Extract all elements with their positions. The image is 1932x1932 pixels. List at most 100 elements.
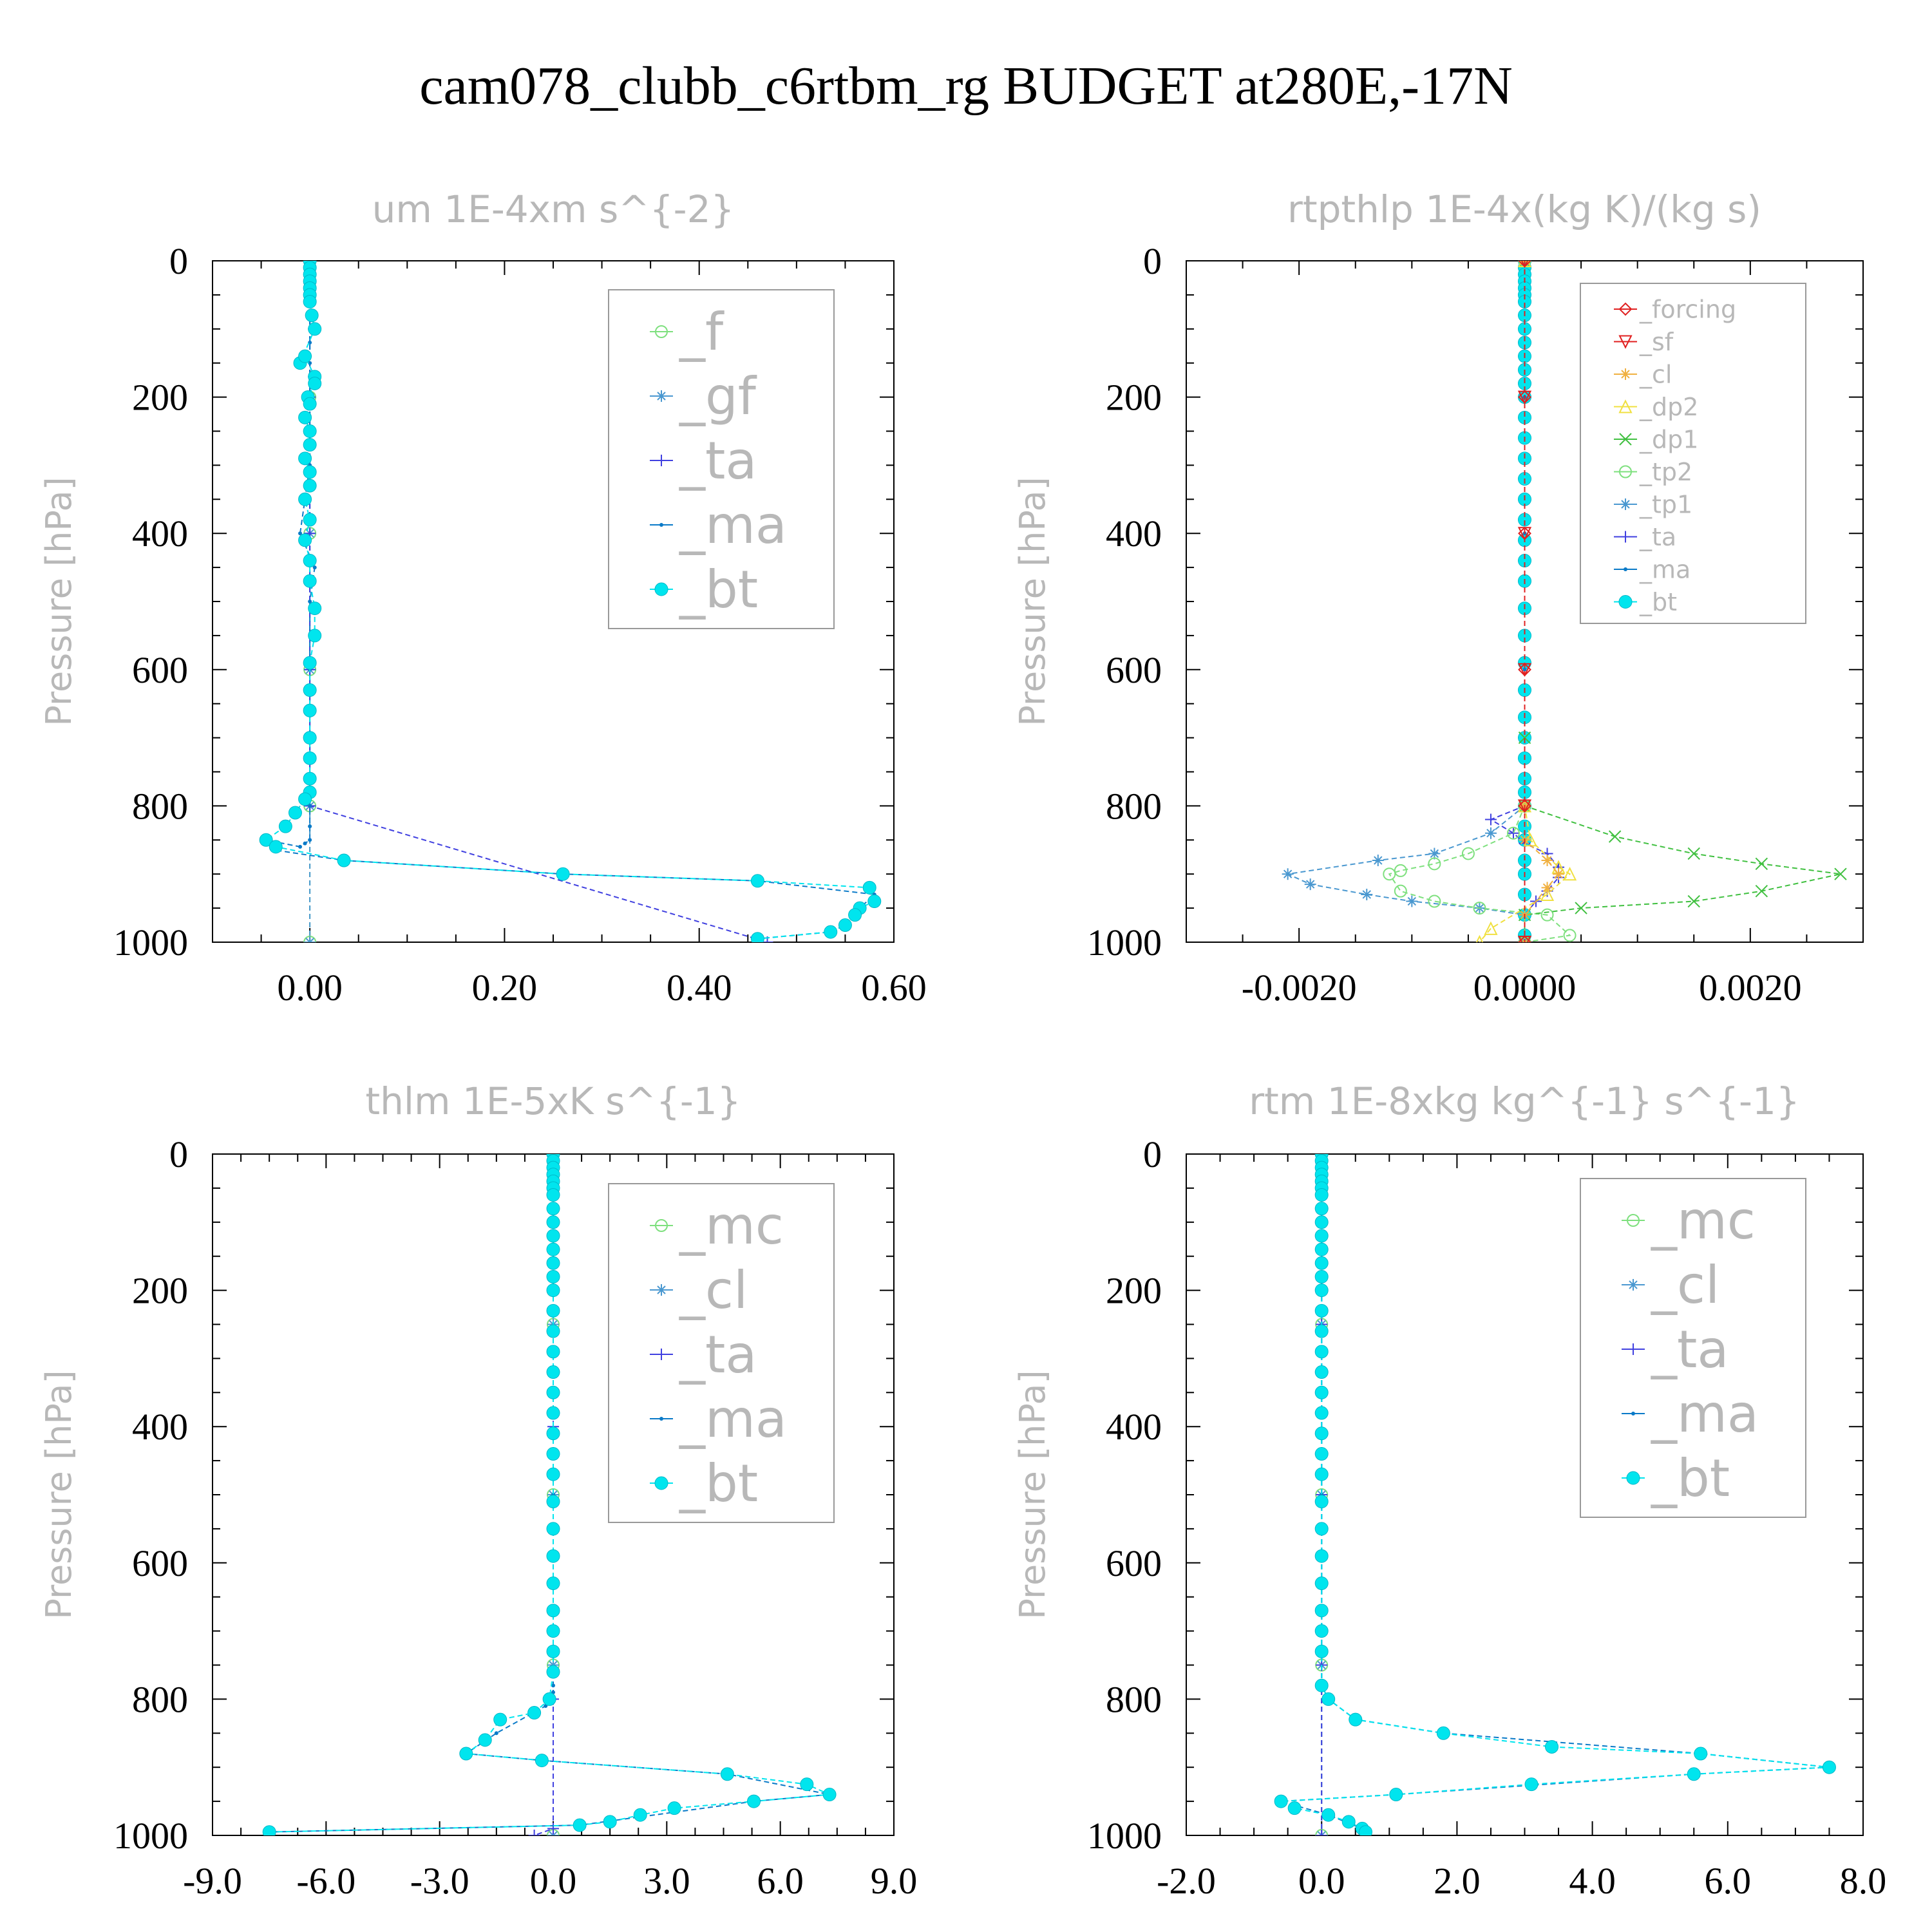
legend: _mc_cl_ta_ma_bt [608, 1183, 835, 1523]
data-point [1428, 857, 1441, 871]
data-point [1361, 888, 1373, 900]
x-tick-label: 6.0 [1705, 1860, 1752, 1902]
legend-label: _forcing [1639, 295, 1736, 323]
data-point [308, 361, 312, 365]
legend-marker [656, 390, 667, 402]
legend-item: _mc [650, 1196, 784, 1256]
data-point [1314, 1604, 1329, 1618]
y-tick-label: 600 [132, 1542, 188, 1584]
series-line [1388, 261, 1571, 942]
x-tick-label: 4.0 [1569, 1860, 1616, 1902]
data-point [546, 1324, 560, 1338]
legend-label: _dp1 [1639, 425, 1698, 453]
legend-label: _sf [1639, 328, 1674, 356]
data-point [667, 1801, 681, 1815]
series-bt [1274, 1154, 1836, 1835]
series-tp2 [1383, 261, 1577, 942]
legend-label: _gf [679, 366, 757, 426]
data-point [308, 824, 312, 829]
data-point [822, 1788, 837, 1802]
legend-item: _ta [650, 1325, 757, 1385]
data-point [1507, 827, 1519, 839]
data-point [1314, 1303, 1329, 1318]
data-point [1383, 867, 1396, 881]
data-point [1389, 1788, 1403, 1802]
data-point [308, 629, 322, 643]
data-point [1321, 1692, 1336, 1706]
legend-marker [656, 455, 667, 466]
data-point [1755, 857, 1768, 871]
data-point [800, 1777, 814, 1792]
legend-label: _ma [679, 495, 787, 555]
data-point [308, 804, 312, 808]
data-point [303, 772, 317, 786]
x-tick-label: 8.0 [1840, 1860, 1887, 1902]
data-point [1314, 1345, 1329, 1359]
data-point [308, 838, 312, 842]
legend-label: _ta [1639, 523, 1676, 551]
data-point [303, 465, 317, 479]
data-point [535, 1754, 549, 1768]
data-point [298, 410, 312, 424]
data-point [546, 1188, 560, 1202]
data-point [1314, 1577, 1329, 1591]
x-tick-label: 6.0 [757, 1860, 804, 1902]
series-bt [262, 1154, 837, 1835]
y-axis-label: Pressure [hPa] [1012, 477, 1053, 726]
panel-title: thlm 1E-5xK s^{-1} [365, 1079, 741, 1123]
data-point [528, 1830, 540, 1835]
y-tick-label: 600 [1106, 649, 1162, 691]
data-point [546, 1604, 560, 1618]
legend-marker [655, 325, 668, 338]
legend-label: _cl [1639, 360, 1672, 388]
data-point [542, 1692, 556, 1706]
data-point [1341, 1815, 1356, 1829]
legend-item: _ma [650, 1389, 787, 1449]
y-tick-label: 400 [132, 1406, 188, 1448]
data-point [1563, 929, 1577, 942]
y-tick-label: 800 [1106, 785, 1162, 827]
data-point [1518, 799, 1531, 813]
data-point [750, 932, 764, 942]
legend-marker [1618, 595, 1633, 609]
data-point [1518, 731, 1531, 744]
data-point [546, 1365, 560, 1379]
data-point [1314, 1406, 1329, 1420]
y-tick-label: 200 [132, 377, 188, 419]
data-point [1541, 882, 1553, 894]
legend-label: _mc [1651, 1191, 1756, 1251]
data-point [1314, 1447, 1329, 1461]
data-point [1359, 1825, 1373, 1835]
y-tick-label: 1000 [113, 922, 188, 963]
data-point [1484, 921, 1498, 935]
legend-item: _bt [1614, 588, 1677, 616]
legend-label: _ma [1639, 555, 1690, 583]
data-point [546, 1229, 560, 1243]
legend-label: _dp2 [1639, 393, 1698, 421]
data-point [288, 806, 302, 820]
data-point [1540, 887, 1555, 901]
legend-marker [1619, 433, 1632, 446]
y-tick-label: 0 [1143, 1133, 1162, 1175]
data-point [1436, 1726, 1450, 1740]
data-point [308, 600, 312, 603]
data-point [298, 492, 312, 506]
data-point [1321, 1808, 1336, 1822]
data-point [1314, 1467, 1329, 1481]
panel-title: rtm 1E-8xkg kg^{-1} s^{-1} [1249, 1079, 1800, 1123]
y-tick-label: 600 [1106, 1542, 1162, 1584]
data-point [298, 533, 312, 547]
panel-4: rtm 1E-8xkg kg^{-1} s^{-1} Pressure [hPa]… [1012, 1079, 1886, 1902]
y-tick-label: 800 [132, 785, 188, 827]
y-axis-label: Pressure [hPa] [39, 1370, 79, 1619]
legend-item: _ta [1622, 1320, 1728, 1379]
data-point [1834, 867, 1847, 880]
data-point [1518, 663, 1531, 677]
data-point [551, 1683, 555, 1688]
legend-box [608, 1183, 835, 1523]
data-point [546, 1345, 560, 1359]
data-point [298, 792, 312, 806]
data-point [1314, 1678, 1329, 1692]
x-tick-label: -9.0 [183, 1860, 242, 1902]
y-tick-label: 0 [1143, 240, 1162, 282]
